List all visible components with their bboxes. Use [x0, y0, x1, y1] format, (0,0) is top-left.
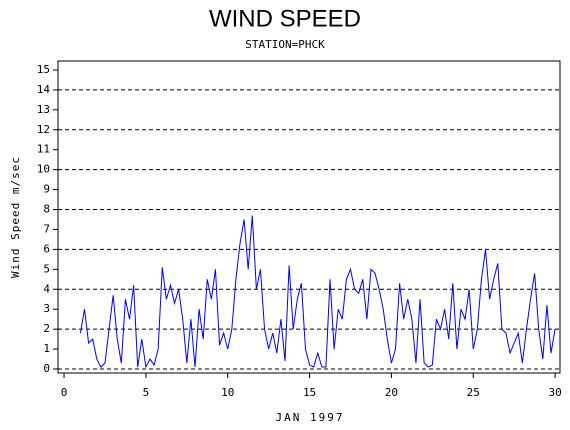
- series-line: [79, 215, 556, 369]
- y-tick-label: 11: [37, 143, 50, 156]
- y-tick-label: 6: [43, 242, 50, 255]
- x-tick-label: 15: [303, 386, 316, 399]
- y-tick-label: 3: [43, 302, 50, 315]
- y-tick-label: 10: [37, 163, 50, 176]
- x-tick-label: 5: [143, 386, 150, 399]
- x-tick-label: 10: [221, 386, 234, 399]
- plot-frame: [57, 60, 561, 374]
- y-tick-label: 2: [43, 322, 50, 335]
- y-tick-label: 13: [37, 103, 50, 116]
- y-axis-label: Wind Speed m/sec: [9, 156, 22, 278]
- y-tick-label: 14: [37, 83, 51, 96]
- y-tick-label: 1: [43, 342, 50, 355]
- y-tick-label: 7: [43, 222, 50, 235]
- y-tick-label: 9: [43, 183, 50, 196]
- y-tick-label: 4: [43, 282, 50, 295]
- y-tick-label: 8: [43, 203, 50, 216]
- y-tick-label: 15: [37, 63, 50, 76]
- x-tick-label: 20: [385, 386, 398, 399]
- chart-title: WIND SPEED: [209, 5, 361, 32]
- y-tick-label: 5: [43, 262, 50, 275]
- x-tick-label: 25: [467, 386, 480, 399]
- x-tick-label: 0: [61, 386, 68, 399]
- y-tick-label: 12: [37, 123, 50, 136]
- x-axis-label: JAN 1997: [276, 411, 345, 424]
- chart-subtitle: STATION=PHCK: [245, 38, 325, 51]
- y-tick-label: 0: [43, 362, 50, 375]
- x-tick-label: 30: [548, 386, 561, 399]
